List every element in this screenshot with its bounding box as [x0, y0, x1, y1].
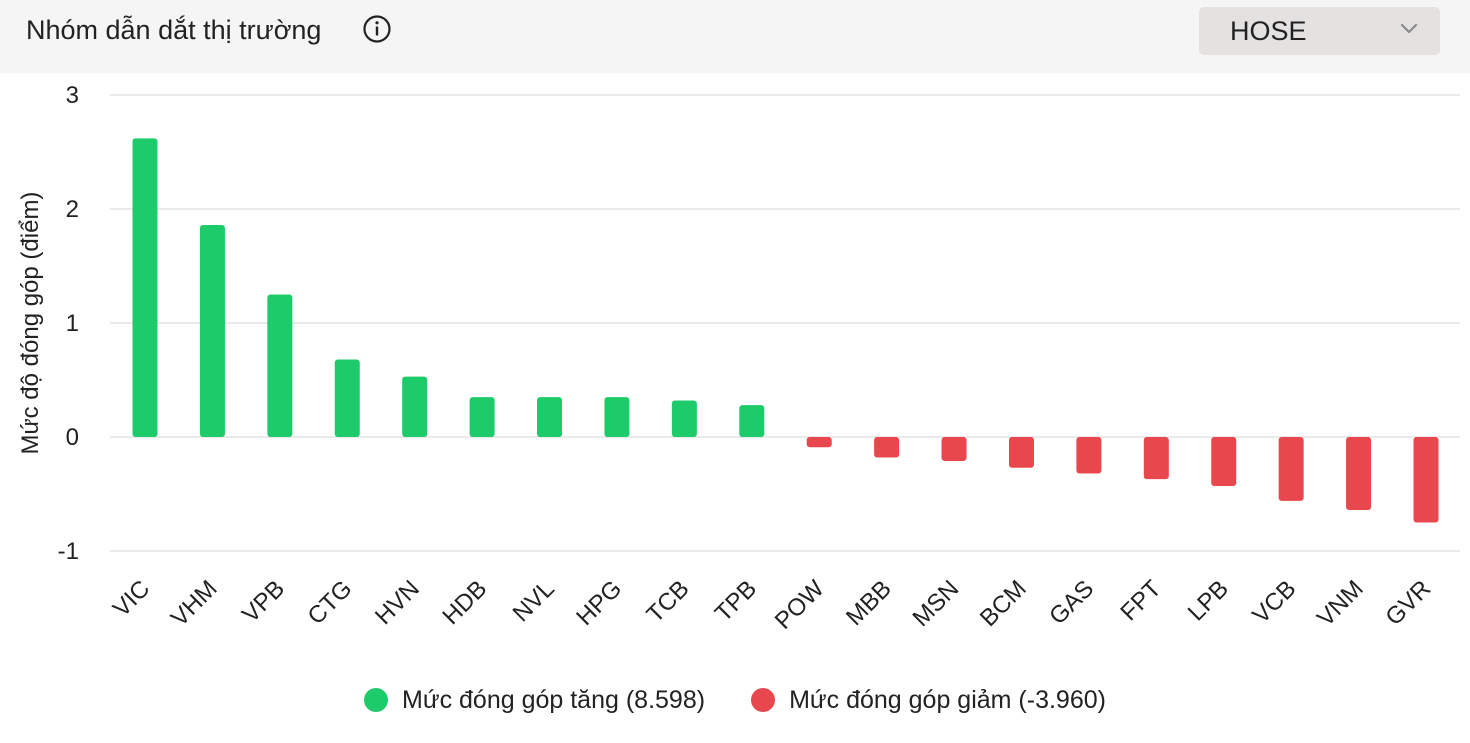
- y-tick-label: 0: [66, 424, 79, 451]
- y-tick-label: 2: [66, 196, 79, 223]
- x-tick-label: GAS: [1044, 575, 1099, 630]
- x-tick-label: VIC: [108, 575, 155, 622]
- bar-tpb[interactable]: [739, 405, 765, 437]
- x-tick-label: FPT: [1115, 575, 1166, 626]
- legend-item-negative[interactable]: Mức đóng góp giảm (-3.960): [751, 686, 1106, 715]
- legend-item-positive[interactable]: Mức đóng góp tăng (8.598): [364, 686, 705, 715]
- bar-ctg[interactable]: [334, 359, 360, 437]
- legend-dot-positive: [364, 688, 389, 712]
- y-tick-label: -1: [58, 538, 79, 565]
- bar-fpt[interactable]: [1143, 437, 1169, 480]
- legend-dot-negative: [751, 688, 776, 712]
- x-tick-label: VHM: [166, 575, 223, 632]
- legend-label-positive: Mức đóng góp tăng (8.598): [402, 685, 706, 714]
- x-tick-label: HVN: [370, 575, 425, 630]
- gridlines: [110, 94, 1460, 552]
- bar-vic[interactable]: [132, 138, 158, 437]
- x-tick-label: GVR: [1380, 575, 1436, 631]
- x-tick-label: VCB: [1247, 575, 1301, 629]
- bar-hdb[interactable]: [469, 397, 495, 437]
- bar-pow[interactable]: [806, 437, 832, 448]
- bar-hvn[interactable]: [402, 376, 428, 437]
- y-tick-label: 1: [66, 310, 79, 337]
- x-tick-label: VPB: [237, 575, 290, 628]
- y-tick-label: 3: [66, 82, 79, 109]
- bar-vcb[interactable]: [1278, 437, 1304, 501]
- exchange-select-value: HOSE: [1230, 16, 1307, 46]
- y-axis-ticks: 3 2 1 0 -1: [58, 82, 79, 565]
- x-tick-label: HDB: [437, 575, 492, 630]
- bar-msn[interactable]: [941, 437, 967, 461]
- bars: [132, 138, 1439, 523]
- x-tick-label: MSN: [907, 575, 964, 632]
- bar-hpg[interactable]: [604, 397, 630, 437]
- bar-chart: 3 2 1 0 -1 Mức độ đóng góp (điểm) VIC VHM VPB C…: [17, 82, 1460, 635]
- chart-title: Nhóm dẫn dắt thị trường: [26, 15, 322, 45]
- x-tick-label: HPG: [571, 575, 627, 631]
- x-tick-label: LPB: [1183, 575, 1234, 626]
- x-tick-label: TPB: [710, 575, 762, 627]
- exchange-select[interactable]: HOSE: [1199, 7, 1440, 55]
- x-tick-label: TCB: [642, 575, 695, 628]
- bar-lpb[interactable]: [1211, 437, 1237, 487]
- chart-legend: Mức đóng góp tăng (8.598) Mức đóng góp g…: [0, 682, 1470, 718]
- chevron-down-icon: [1400, 23, 1418, 34]
- x-tick-label: MBB: [841, 575, 897, 631]
- bar-vnm[interactable]: [1346, 437, 1372, 510]
- x-tick-label: VNM: [1312, 575, 1369, 632]
- bar-gas[interactable]: [1076, 437, 1102, 474]
- chart-header: Nhóm dẫn dắt thị trường HOSE: [0, 0, 1470, 73]
- bar-tcb[interactable]: [671, 400, 697, 437]
- legend-label-negative: Mức đóng góp giảm (-3.960): [789, 685, 1106, 714]
- x-axis-ticks: VIC VHM VPB CTG HVN HDB NVL HPG TCB TPB POW MBB MSN B…: [108, 575, 1436, 635]
- bar-bcm[interactable]: [1008, 437, 1034, 468]
- bar-vhm[interactable]: [199, 224, 225, 437]
- x-tick-label: NVL: [508, 575, 560, 627]
- bar-vpb[interactable]: [267, 294, 293, 438]
- y-axis-label: Mức độ đóng góp (điểm): [17, 192, 44, 455]
- bar-gvr[interactable]: [1413, 437, 1439, 523]
- x-tick-label: POW: [770, 575, 830, 635]
- x-tick-label: BCM: [975, 575, 1032, 632]
- bar-mbb[interactable]: [874, 437, 900, 458]
- x-tick-label: CTG: [303, 575, 358, 630]
- bar-nvl[interactable]: [537, 397, 563, 437]
- info-circle-icon[interactable]: [362, 14, 392, 44]
